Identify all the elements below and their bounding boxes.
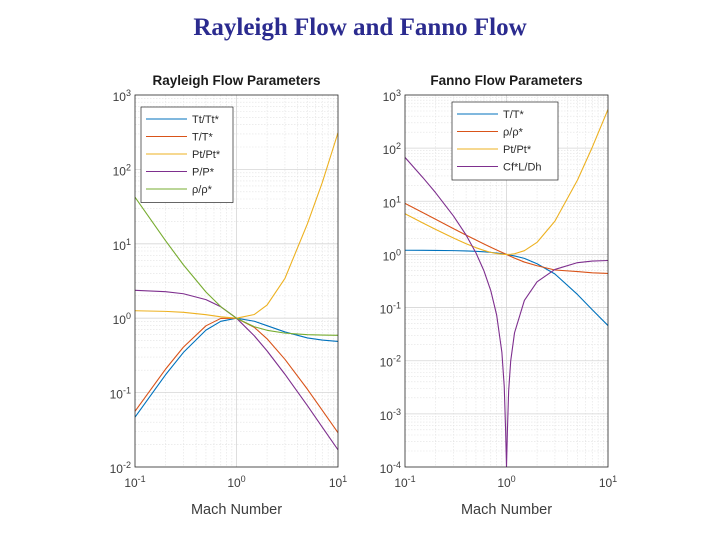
- x-axis-label: Mach Number: [191, 502, 282, 518]
- y-tick-label: 10-2: [110, 460, 131, 476]
- y-tick-label-exp: -1: [393, 301, 401, 311]
- x-tick-label-base: 10: [124, 476, 138, 490]
- x-tick-label-base: 10: [394, 476, 408, 490]
- y-tick-label-base: 10: [113, 313, 127, 327]
- y-tick-label: 10-3: [380, 407, 401, 423]
- x-tick-label-exp: 0: [241, 474, 246, 484]
- y-tick-label-base: 10: [383, 249, 397, 263]
- legend-label-p-p: P/P*: [192, 167, 215, 179]
- legend-label-cf-l-dh: Cf*L/Dh: [503, 162, 542, 174]
- y-tick-label-exp: 1: [396, 194, 401, 204]
- y-tick-label-exp: 3: [126, 88, 131, 98]
- y-tick-label-exp: 0: [126, 311, 131, 321]
- y-tick-label: 102: [113, 162, 131, 178]
- figure: 10-1 100 101 10-2 10-1 100 101 102 103 Rayleigh F…: [90, 62, 635, 524]
- y-tick-label-base: 10: [383, 90, 397, 104]
- x-tick-label: 101: [329, 474, 347, 490]
- axes-frame: [134, 94, 339, 468]
- chart-title: Rayleigh Flow Parameters: [152, 73, 320, 88]
- x-tick-label: 101: [599, 474, 617, 490]
- y-tick-label: 101: [383, 194, 401, 210]
- y-tick-label-exp: 2: [126, 162, 131, 172]
- x-tick-label-base: 10: [329, 476, 343, 490]
- x-tick-label: 10-1: [394, 474, 415, 490]
- x-tick-label-base: 10: [227, 476, 241, 490]
- y-tick-label-exp: -3: [393, 407, 401, 417]
- y-tick-label-base: 10: [110, 388, 124, 402]
- series-line-pt-pt: [405, 109, 608, 255]
- x-tick-label-exp: 1: [342, 474, 347, 484]
- axes-frame: [404, 94, 609, 468]
- x-tick-label-exp: 1: [612, 474, 617, 484]
- y-tick-label-exp: 3: [396, 88, 401, 98]
- legend-label-t-t: T/T*: [192, 132, 213, 144]
- y-tick-label: 10-2: [380, 354, 401, 370]
- legend-label-tt-tt: Tt/Tt*: [192, 114, 220, 126]
- legend: Tt/Tt* T/T* Pt/Pt* P/P* ρ/ρ*: [140, 106, 234, 203]
- y-tick-label: 101: [113, 237, 131, 253]
- x-tick-label-exp: -1: [408, 474, 416, 484]
- series-line-pt-pt: [135, 132, 338, 319]
- x-tick-label-exp: -1: [138, 474, 146, 484]
- y-tick-label: 103: [383, 88, 401, 104]
- legend-label-t-t: T/T*: [503, 109, 524, 121]
- series-line-item: [135, 196, 338, 336]
- chart-title: Fanno Flow Parameters: [430, 73, 582, 88]
- x-tick-label-base: 10: [599, 476, 613, 490]
- y-tick-label-base: 10: [113, 239, 127, 253]
- fanno-chart: 10-1 100 10110-410-310-210-1100101102103Fa…: [380, 73, 618, 518]
- y-tick-label-base: 10: [113, 90, 127, 104]
- legend-label-pt-pt: Pt/Pt*: [192, 149, 221, 161]
- x-tick-label-exp: 0: [511, 474, 516, 484]
- legend-label-item: ρ/ρ*: [503, 127, 524, 139]
- y-tick-label: 100: [113, 311, 131, 327]
- legend: T/T* ρ/ρ* Pt/Pt* Cf*L/Dh: [451, 101, 559, 181]
- x-axis-label: Mach Number: [461, 502, 552, 518]
- y-tick-label-base: 10: [110, 462, 124, 476]
- y-tick-label-exp: -1: [123, 386, 131, 396]
- y-tick-label: 10-1: [380, 301, 401, 317]
- y-tick-label-base: 10: [380, 303, 394, 317]
- y-tick-label-exp: 1: [126, 237, 131, 247]
- y-tick-label-exp: -4: [393, 460, 401, 470]
- legend-box: [140, 106, 234, 203]
- y-tick-label-base: 10: [380, 356, 394, 370]
- x-tick-label-base: 10: [497, 476, 511, 490]
- y-tick-label: 10-4: [380, 460, 401, 476]
- series-line-p-p: [135, 289, 338, 451]
- y-tick-label: 10-1: [110, 386, 131, 402]
- y-tick-label-exp: 2: [396, 141, 401, 151]
- y-tick-label-exp: -2: [393, 354, 401, 364]
- series-line-cf-l-dh: [405, 157, 608, 467]
- y-tick-label: 102: [383, 141, 401, 157]
- y-tick-label-base: 10: [380, 409, 394, 423]
- series-line-tt-tt: [135, 317, 338, 418]
- x-tick-label: 10-1: [124, 474, 145, 490]
- slide-title: Rayleigh Flow and Fanno Flow: [193, 14, 527, 41]
- legend-label-item: ρ/ρ*: [192, 184, 213, 196]
- x-tick-label: 100: [497, 474, 515, 490]
- legend-label-pt-pt: Pt/Pt*: [503, 144, 532, 156]
- y-tick-label: 100: [383, 247, 401, 263]
- series-group: [135, 132, 338, 451]
- y-tick-label-base: 10: [383, 196, 397, 210]
- y-tick-label-base: 10: [383, 143, 397, 157]
- series-group: [405, 109, 608, 467]
- y-tick-label-base: 10: [380, 462, 394, 476]
- x-tick-label: 100: [227, 474, 245, 490]
- y-tick-label-exp: -2: [123, 460, 131, 470]
- y-tick-label-base: 10: [113, 164, 127, 178]
- y-tick-label: 103: [113, 88, 131, 104]
- y-tick-label-exp: 0: [396, 247, 401, 257]
